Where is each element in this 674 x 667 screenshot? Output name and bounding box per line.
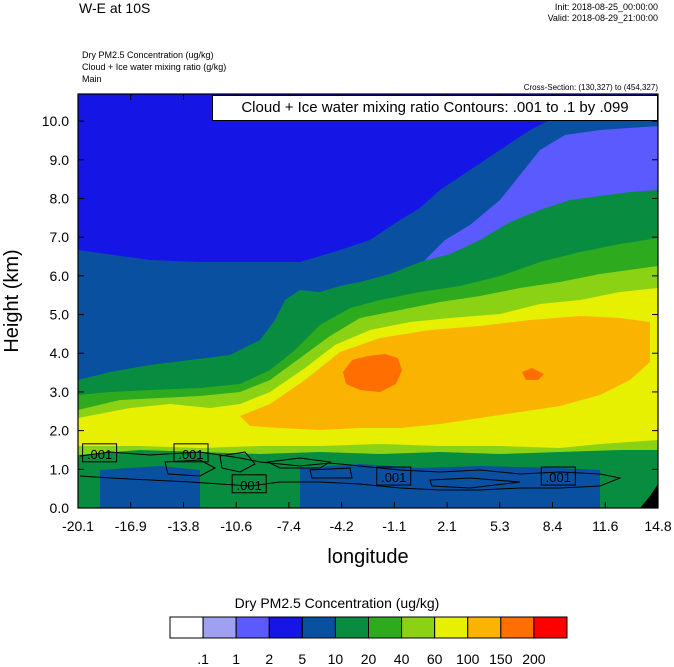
colorbar-swatch xyxy=(500,616,535,639)
colorbar-label: 1 xyxy=(232,651,240,667)
pm25-band-150 xyxy=(240,316,650,430)
cloud-contour-line xyxy=(266,457,332,469)
contour-label-box xyxy=(82,443,118,463)
colorbar-swatch xyxy=(301,616,336,639)
colorbar-title: Dry PM2.5 Concentration (ug/kg) xyxy=(234,595,440,611)
contour-label-box xyxy=(231,474,267,494)
contour-label: .001 xyxy=(546,470,571,485)
colorbar-label: 10 xyxy=(328,651,344,667)
x-tick-label: -13.8 xyxy=(167,518,199,534)
contour-label: .001 xyxy=(87,447,112,462)
y-tick-label: 7.0 xyxy=(50,229,70,245)
cloud-contour-labels: .001 .001 .001 .001 .001 xyxy=(82,443,576,494)
cloud-contour-line xyxy=(309,467,353,479)
x-tick-label: -1.1 xyxy=(382,518,406,534)
cross-section-label: Cross-Section: (130,327) to (454,327) xyxy=(523,83,658,92)
contour-label: .001 xyxy=(237,478,262,493)
pm25-field xyxy=(78,94,658,508)
plot-frame xyxy=(77,93,659,509)
x-tick-label: -16.9 xyxy=(115,518,147,534)
cloud-contour-line xyxy=(79,451,622,491)
colorbar-swatch xyxy=(368,616,403,639)
terrain-edge xyxy=(640,484,658,508)
colorbar-label: .1 xyxy=(197,651,209,667)
x-tick-label: 14.8 xyxy=(644,518,671,534)
colorbar-label: 150 xyxy=(489,651,513,667)
x-axis-title: longitude xyxy=(327,546,408,568)
cloud-contour-line xyxy=(164,459,217,477)
contour-label-box xyxy=(540,466,576,486)
cloud-contour-line xyxy=(429,477,521,489)
x-tick-label: -10.6 xyxy=(220,518,252,534)
colorbar-label: 60 xyxy=(427,651,443,667)
init-time: Init: 2018-08-25_00:00:00 xyxy=(554,2,658,12)
colorbar-label: 20 xyxy=(361,651,377,667)
colorbar-swatch xyxy=(268,616,303,639)
x-tick-label: -7.4 xyxy=(277,518,301,534)
x-tick-label: 5.3 xyxy=(490,518,510,534)
x-tick-label: 2.1 xyxy=(437,518,457,534)
contour-label-box xyxy=(173,443,209,463)
y-tick-label: 0.0 xyxy=(50,500,70,516)
colorbar-swatch xyxy=(533,616,568,639)
colorbar-swatch xyxy=(467,616,502,639)
pm25-band-200 xyxy=(343,354,402,392)
valid-time: Valid: 2018-08-29_21:00:00 xyxy=(547,13,658,23)
contour-label: .001 xyxy=(381,470,406,485)
colorbar: .1 1 2 5 10 20 40 60 100 150 200 xyxy=(169,616,568,667)
field-description-main: Main xyxy=(82,74,102,84)
colorbar-label: 5 xyxy=(298,651,306,667)
colorbar-label: 40 xyxy=(394,651,410,667)
x-tick-label: 11.6 xyxy=(592,518,618,534)
x-tick-label: -20.1 xyxy=(62,518,94,534)
colorbar-swatch xyxy=(169,616,204,639)
colorbar-swatch xyxy=(434,616,469,639)
y-tick-label: 3.0 xyxy=(50,384,70,400)
contour-label: .001 xyxy=(178,447,203,462)
y-tick-label: 8.0 xyxy=(50,190,70,206)
cloud-contour-line xyxy=(219,451,256,473)
x-tick-label: -4.2 xyxy=(330,518,354,534)
plot-title: W-E at 10S xyxy=(79,0,151,16)
pm25-band-200b xyxy=(522,368,544,380)
y-tick-label: 5.0 xyxy=(50,307,70,323)
colorbar-label: 2 xyxy=(265,651,273,667)
y-tick-label: 9.0 xyxy=(50,152,70,168)
colorbar-swatch xyxy=(235,616,270,639)
colorbar-swatch xyxy=(202,616,237,639)
y-tick-label: 10.0 xyxy=(42,113,69,129)
y-tick-label: 1.0 xyxy=(50,461,70,477)
y-tick-label: 6.0 xyxy=(50,268,70,284)
y-axis-title: Height (km) xyxy=(1,249,23,352)
y-axis: 0.0 1.0 2.0 3.0 4.0 5.0 6.0 7.0 8.0 9.0 10.0 xyxy=(42,113,658,516)
x-tick-label: 8.4 xyxy=(543,518,563,534)
colorbar-swatch xyxy=(401,616,436,639)
cloud-contours xyxy=(79,451,622,491)
contour-label-box xyxy=(376,466,412,486)
colorbar-label: 200 xyxy=(522,651,546,667)
contour-info-box: Cloud + Ice water mixing ratio Contours:… xyxy=(212,95,658,121)
pm25-lowlevel-band-10 xyxy=(100,464,600,508)
colorbar-swatch xyxy=(334,616,369,639)
field-description-cloud: Cloud + Ice water mixing ratio (g/kg) xyxy=(82,62,227,72)
y-tick-label: 2.0 xyxy=(50,423,70,439)
field-description-pm25: Dry PM2.5 Concentration (ug/kg) xyxy=(82,50,214,60)
y-tick-label: 4.0 xyxy=(50,345,70,361)
colorbar-label: 100 xyxy=(456,651,480,667)
